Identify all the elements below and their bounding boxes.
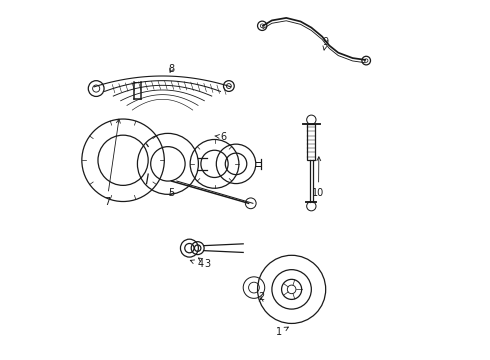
Text: 2: 2: [258, 292, 264, 302]
Text: 6: 6: [215, 132, 226, 142]
Text: 9: 9: [322, 37, 329, 50]
Text: 1: 1: [276, 327, 289, 337]
Text: 4: 4: [190, 259, 203, 269]
Text: 7: 7: [104, 119, 121, 207]
Text: 8: 8: [169, 64, 174, 74]
Text: 5: 5: [169, 188, 174, 198]
Text: 10: 10: [313, 157, 325, 198]
Bar: [307, 125, 315, 160]
Text: 3: 3: [198, 258, 210, 269]
